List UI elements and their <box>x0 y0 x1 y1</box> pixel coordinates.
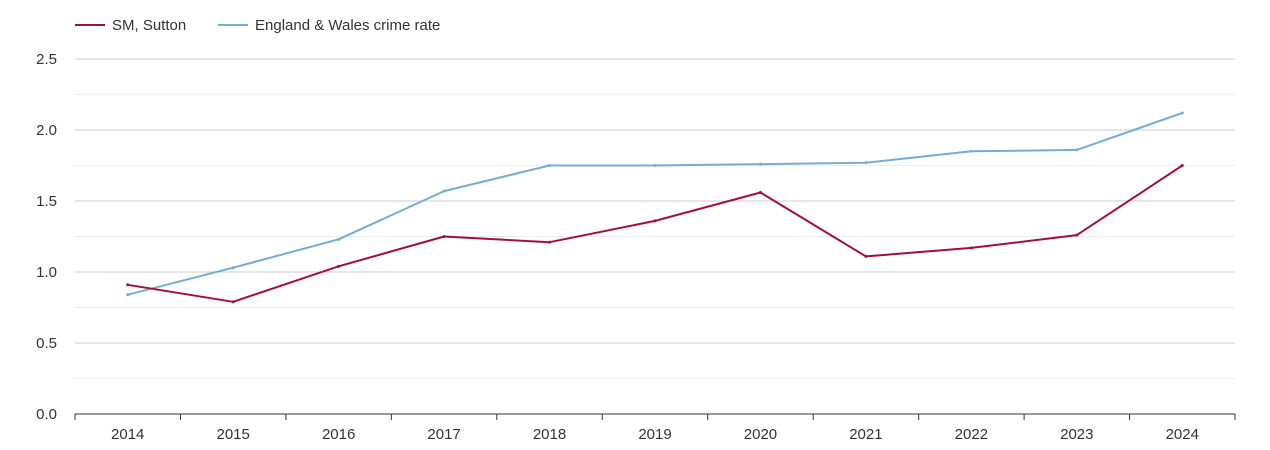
data-point-england-wales[interactable] <box>653 164 657 167</box>
data-point-sutton[interactable] <box>653 219 657 223</box>
x-axis: 2014 2015 2016 2017 2018 2019 2020 2021 2022 2023… <box>74 413 1236 443</box>
data-point-sutton[interactable] <box>1180 164 1184 167</box>
data-point-england-wales[interactable] <box>442 189 446 193</box>
legend: SM, Sutton England & Wales crime rate <box>75 17 440 34</box>
x-tick-label: 2018 <box>533 426 566 443</box>
data-point-sutton[interactable] <box>969 246 973 250</box>
legend-label-sutton: SM, Sutton <box>112 17 186 34</box>
x-tick-label: 2015 <box>216 426 249 443</box>
data-point-england-wales[interactable] <box>1180 111 1184 115</box>
data-point-sutton[interactable] <box>548 240 552 244</box>
series-layer <box>126 111 1184 304</box>
legend-label-england-wales: England & Wales crime rate <box>255 17 440 34</box>
data-point-england-wales[interactable] <box>337 237 341 241</box>
y-tick-label: 0.0 <box>36 406 57 423</box>
x-tick-label: 2014 <box>111 426 144 443</box>
series-line-sutton[interactable] <box>127 164 1183 303</box>
x-tick-label: 2016 <box>322 426 355 443</box>
y-tick-label: 0.5 <box>36 335 57 352</box>
data-point-england-wales[interactable] <box>548 164 552 167</box>
x-tick-label: 2022 <box>955 426 988 443</box>
data-point-england-wales[interactable] <box>1075 148 1079 152</box>
x-tick-label: 2017 <box>427 426 460 443</box>
y-tick-label: 2.5 <box>36 51 57 68</box>
x-tick-label: 2021 <box>849 426 882 443</box>
y-tick-label: 2.0 <box>36 122 57 139</box>
data-point-england-wales[interactable] <box>126 293 130 297</box>
data-point-england-wales[interactable] <box>969 149 973 153</box>
data-point-england-wales[interactable] <box>758 162 762 166</box>
data-point-sutton[interactable] <box>758 190 762 194</box>
data-point-england-wales[interactable] <box>864 161 868 165</box>
y-tick-label: 1.5 <box>36 193 57 210</box>
legend-item-sutton[interactable]: SM, Sutton <box>75 17 186 34</box>
y-axis: 0.0 0.5 1.0 1.5 2.0 2.5 <box>36 51 57 423</box>
data-point-sutton[interactable] <box>442 235 446 238</box>
legend-item-england-wales[interactable]: England & Wales crime rate <box>218 17 440 34</box>
x-tick-label: 2019 <box>638 426 671 443</box>
gridlines <box>75 58 1235 379</box>
data-point-sutton[interactable] <box>864 254 868 258</box>
y-tick-label: 1.0 <box>36 264 57 281</box>
data-point-sutton[interactable] <box>126 283 130 287</box>
series-line-england-wales[interactable] <box>127 112 1183 296</box>
data-point-sutton[interactable] <box>337 264 341 268</box>
data-point-england-wales[interactable] <box>231 266 235 270</box>
data-point-sutton[interactable] <box>1075 233 1079 237</box>
x-tick-label: 2024 <box>1166 426 1199 443</box>
data-point-sutton[interactable] <box>231 300 235 304</box>
x-tick-label: 2020 <box>744 426 777 443</box>
x-tick-label: 2023 <box>1060 426 1093 443</box>
